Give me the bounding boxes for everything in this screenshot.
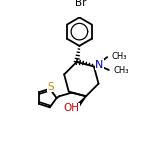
Text: Br: Br [75, 0, 87, 8]
Text: OH: OH [63, 103, 79, 113]
Text: S: S [47, 82, 54, 92]
Polygon shape [76, 96, 86, 108]
Text: CH₃: CH₃ [113, 66, 129, 75]
Text: N: N [95, 60, 104, 70]
Text: CH₃: CH₃ [112, 52, 127, 61]
